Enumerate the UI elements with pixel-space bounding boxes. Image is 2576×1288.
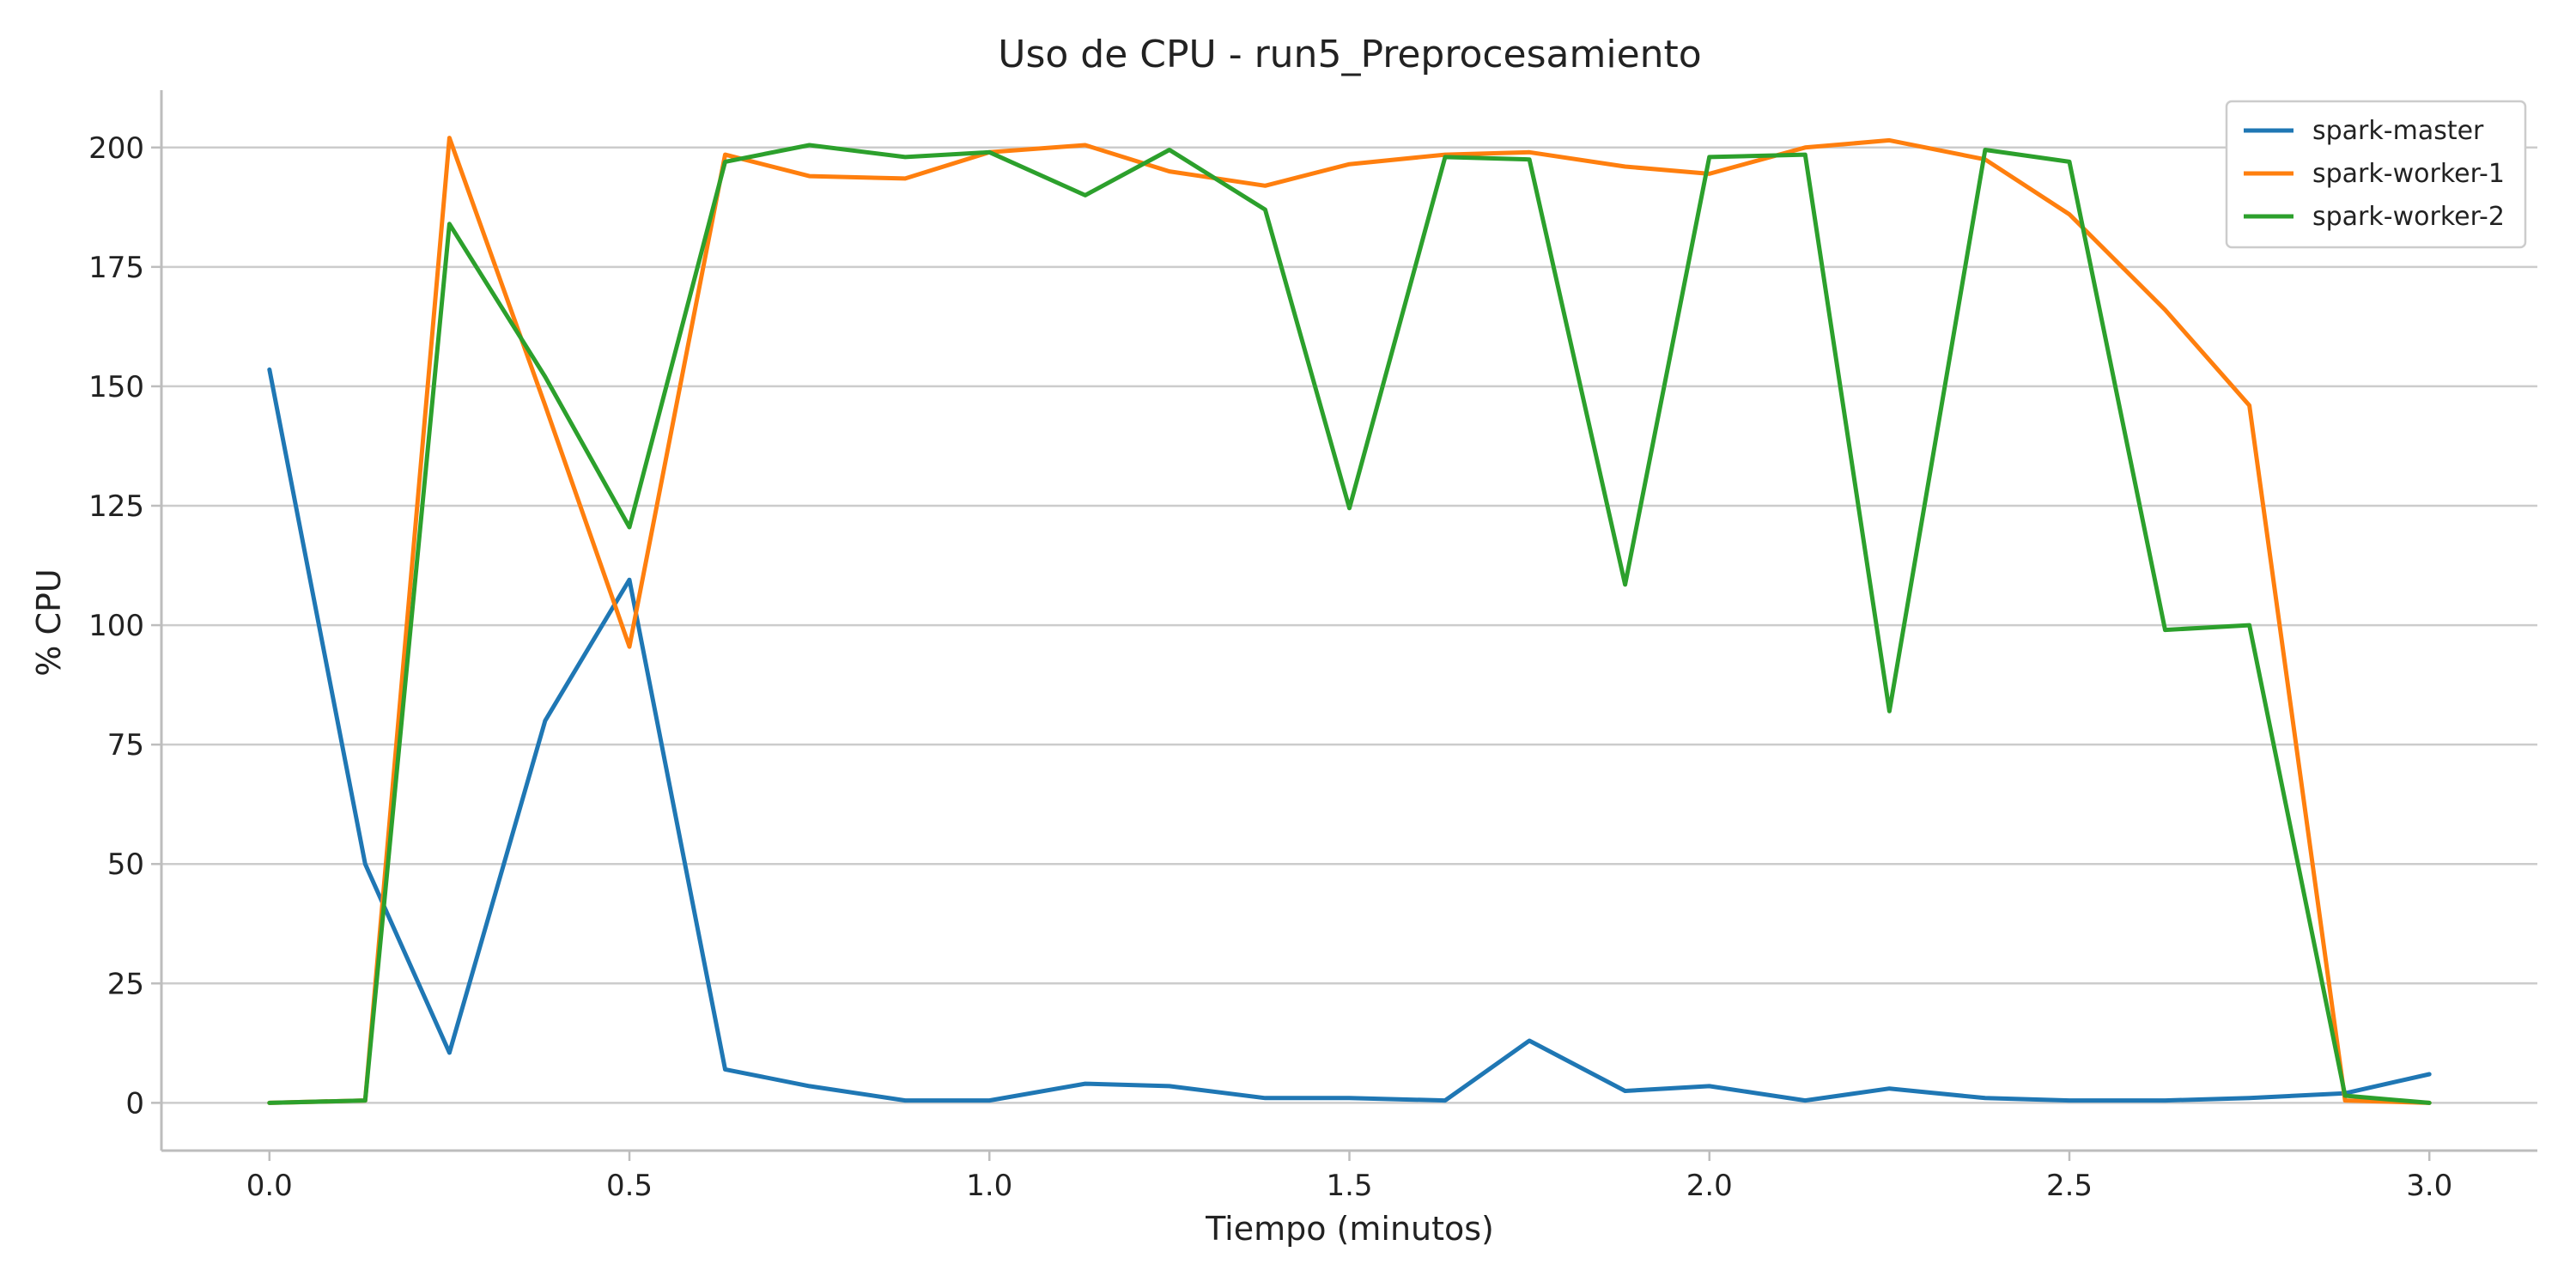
x-tick-label: 2.5	[2046, 1169, 2093, 1203]
y-tick-label: 175	[88, 251, 144, 285]
grid	[161, 146, 2537, 1104]
y-tick-label: 75	[107, 728, 144, 762]
y-tick-label: 150	[88, 370, 144, 404]
y-tick-label: 25	[107, 967, 144, 1001]
legend: spark-master spark-worker-1 spark-worker-2	[2225, 100, 2527, 249]
x-tick-label: 0.5	[606, 1169, 653, 1203]
legend-box	[2225, 100, 2527, 249]
series-line-spark-worker-2	[267, 143, 2432, 1105]
y-axis-label: % CPU	[30, 568, 68, 676]
y-tick-label: 125	[88, 489, 144, 524]
series-line-spark-master	[267, 367, 2432, 1103]
y-tick-label: 50	[107, 848, 144, 882]
series-lines	[267, 136, 2432, 1105]
x-tick-label: 1.5	[1326, 1169, 1372, 1203]
legend-label-spark-worker-2: spark-worker-2	[2312, 202, 2505, 232]
x-tick-label: 2.0	[1686, 1169, 1733, 1203]
y-tick-label: 200	[88, 131, 144, 166]
x-tick-label: 1.0	[966, 1169, 1012, 1203]
series-line-spark-worker-1	[267, 136, 2432, 1105]
x-axis-label: Tiempo (minutos)	[1205, 1210, 1494, 1248]
y-tick-label: 100	[88, 609, 144, 643]
axes: 0 25 50 75 100 125 150 175 200 0.0 0.5 1.0 1.5 2.0 2.5…	[88, 90, 2537, 1203]
legend-label-spark-master: spark-master	[2312, 116, 2484, 146]
y-tick-label: 0	[125, 1086, 144, 1121]
x-tick-label: 3.0	[2406, 1169, 2452, 1203]
chart-title: Uso de CPU - run5_Preprocesamiento	[998, 33, 1701, 76]
legend-label-spark-worker-1: spark-worker-1	[2312, 159, 2505, 189]
x-tick-label: 0.0	[246, 1169, 293, 1203]
